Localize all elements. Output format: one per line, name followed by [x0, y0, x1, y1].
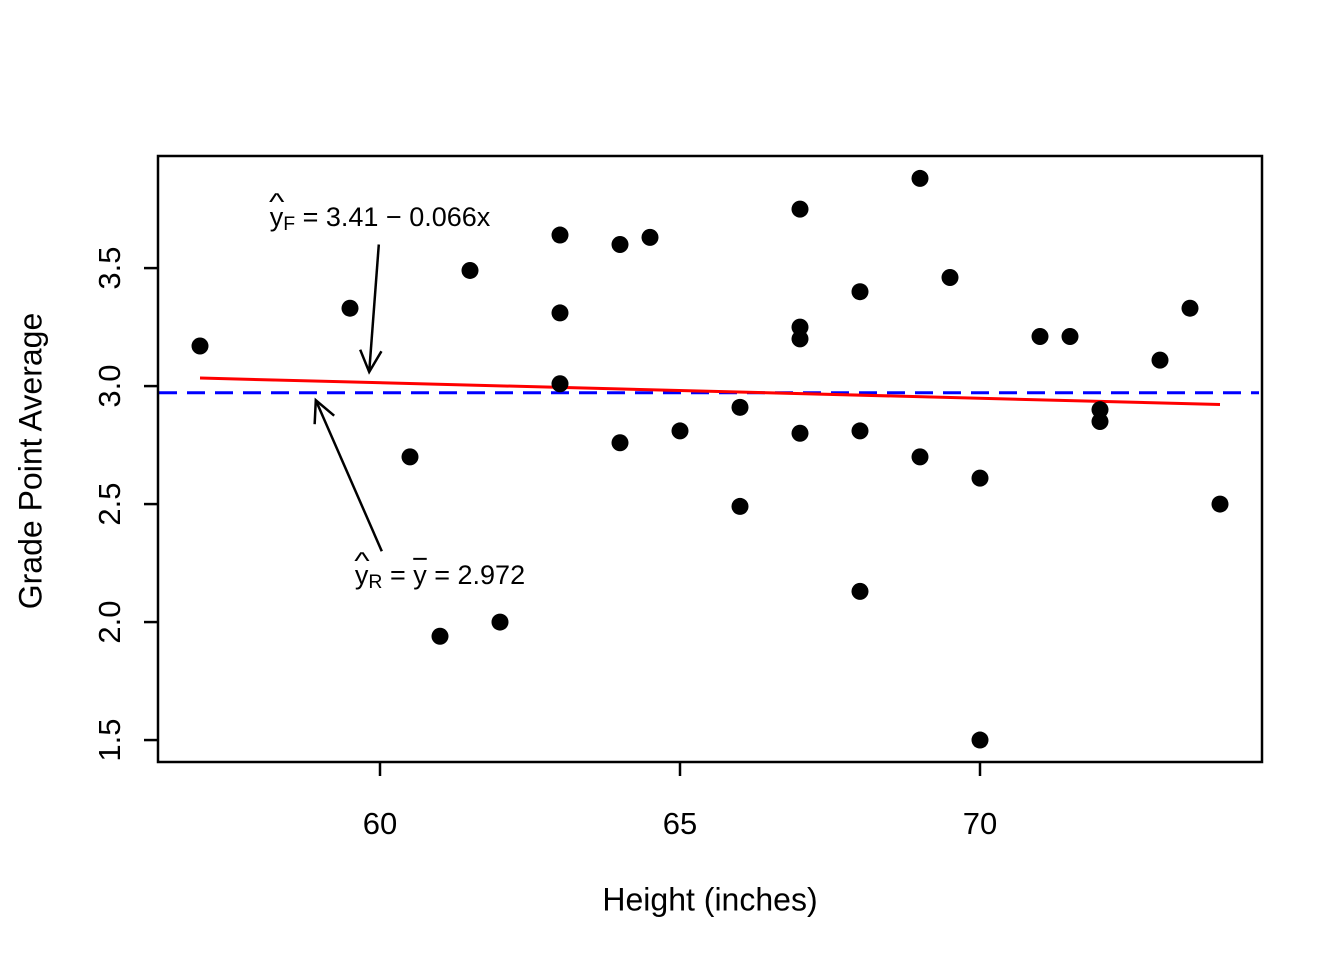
data-point — [791, 424, 809, 442]
data-point — [491, 613, 509, 631]
data-point — [971, 469, 989, 487]
y-tick-label: 3.5 — [92, 247, 127, 290]
mean-equals-text: = — [382, 560, 414, 591]
x-tick-label: 60 — [363, 806, 397, 841]
data-point — [791, 318, 809, 336]
y-axis-title: Grade Point Average — [12, 312, 49, 610]
data-point — [1091, 412, 1109, 430]
y-bar-symbol: y — [413, 560, 427, 591]
mean-value-text: = 2.972 — [426, 560, 526, 591]
annotation-arrow-shaft — [367, 244, 381, 373]
data-point — [401, 448, 419, 466]
y-hat-symbol: ^ y — [269, 189, 284, 232]
y-tick-label: 1.5 — [92, 718, 127, 761]
data-point — [1151, 351, 1169, 369]
hat-accent: ^ — [353, 547, 370, 575]
fitted-subscript: F — [283, 212, 296, 235]
data-point — [1181, 299, 1199, 317]
annotation-arrowhead — [313, 397, 335, 425]
y-hat-symbol: ^ y — [354, 547, 369, 591]
data-point — [1061, 328, 1079, 346]
data-point — [551, 226, 569, 244]
data-point — [911, 448, 929, 466]
y-tick-label: 2.0 — [92, 601, 127, 644]
data-point — [551, 304, 569, 322]
y-tick-label: 3.0 — [92, 365, 127, 408]
x-tick-label: 65 — [663, 806, 697, 841]
data-point — [461, 261, 479, 279]
x-tick-label: 70 — [963, 806, 997, 841]
data-point — [611, 434, 629, 452]
data-point — [191, 337, 209, 355]
fitted-equation-label: ^ yF = 3.41 − 0.066x — [269, 189, 491, 235]
data-point — [941, 269, 959, 287]
data-point — [431, 627, 449, 645]
y-hat-base: y — [269, 201, 284, 232]
data-point — [731, 497, 749, 515]
data-point — [851, 283, 869, 301]
data-point — [1091, 401, 1109, 419]
mean-subscript: R — [368, 571, 383, 594]
plot-border — [156, 154, 1264, 764]
data-point — [641, 228, 659, 246]
data-point — [911, 169, 929, 187]
regression-line — [199, 376, 1221, 406]
y-tick-label: 2.5 — [92, 483, 127, 526]
data-point — [851, 422, 869, 440]
data-point — [551, 375, 569, 393]
data-point — [851, 582, 869, 600]
data-point — [971, 731, 989, 749]
data-point — [611, 235, 629, 253]
annotation-arrowhead — [359, 349, 383, 375]
x-axis-title: Height (inches) — [602, 881, 818, 918]
data-point — [791, 330, 809, 348]
data-point — [791, 200, 809, 218]
hat-accent: ^ — [268, 188, 285, 216]
data-point — [1031, 328, 1049, 346]
data-point — [731, 398, 749, 416]
fitted-equation-text: = 3.41 − 0.066x — [295, 201, 491, 232]
data-point — [1211, 495, 1229, 513]
data-point — [671, 422, 689, 440]
data-point — [341, 299, 359, 317]
annotation-arrow-shaft — [314, 399, 383, 552]
y-hat-base: y — [354, 560, 369, 591]
mean-equation-label: ^ yR = y = 2.972 — [354, 547, 526, 594]
